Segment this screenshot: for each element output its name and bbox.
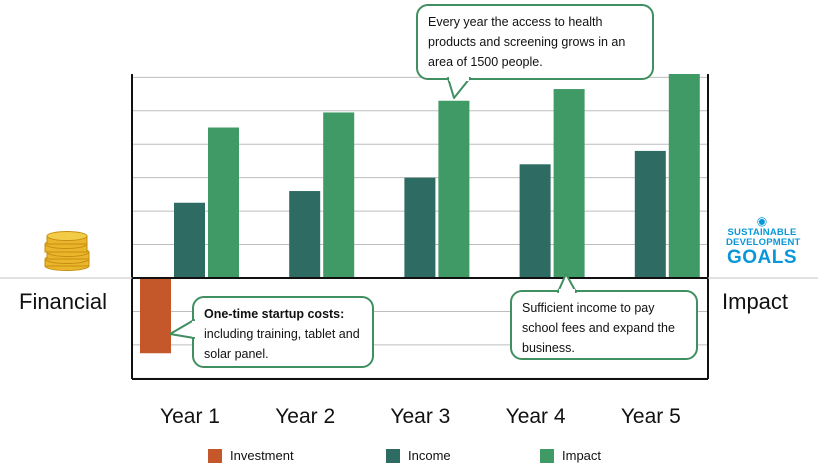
- bar-impact-5: [668, 74, 700, 278]
- bar-impact-3: [438, 100, 470, 279]
- legend-swatch-income: [386, 448, 400, 463]
- legend-label-impact: Impact: [562, 448, 602, 463]
- annotation-top: Every year the access to health products…: [416, 4, 654, 80]
- annotation-top-tail: [447, 77, 471, 99]
- bar-income-2: [289, 191, 321, 278]
- annotation-top-text: Every year the access to health products…: [428, 15, 626, 69]
- tick-label-year-3: Year 3: [390, 405, 450, 428]
- category-ticks: Year 1 Year 2 Year 3 Year 4 Year 5: [160, 405, 681, 428]
- legend-swatch-investment: [208, 448, 222, 463]
- legend-label-investment: Investment: [230, 448, 294, 463]
- sdg-line-1: SUSTAINABLE: [727, 227, 797, 238]
- bar-impact-2: [323, 112, 355, 278]
- bar-income-4: [519, 164, 551, 278]
- bar-income-3: [404, 177, 436, 278]
- sdg-line-3: GOALS: [726, 247, 798, 268]
- bars: [140, 74, 700, 354]
- right-axis-label: Impact: [722, 289, 789, 314]
- annotation-left-text: including training, tablet and solar pan…: [204, 327, 360, 361]
- legend-label-income: Income: [408, 448, 451, 463]
- tick-label-year-4: Year 4: [506, 405, 566, 428]
- annotation-left-bold: One-time startup costs:: [204, 307, 345, 321]
- legend-item-impact: Impact: [540, 448, 601, 463]
- bar-impact-4: [553, 89, 585, 278]
- coin-stack-icon: [44, 231, 90, 271]
- annotation-right-text: Sufficient income to pay school fees and…: [522, 301, 675, 355]
- annotation-right-tail: [557, 273, 577, 293]
- annotation-right: Sufficient income to pay school fees and…: [510, 290, 698, 360]
- annotation-left-tail: [169, 319, 196, 339]
- left-axis-label: Financial: [19, 289, 108, 314]
- legend-item-income: Income: [386, 448, 451, 463]
- legend-item-investment: Investment: [208, 448, 294, 463]
- bar-investment-1: [140, 278, 171, 354]
- bar-income-5: [634, 150, 666, 278]
- tick-label-year-1: Year 1: [160, 405, 220, 428]
- annotation-left: One-time startup costs: including traini…: [192, 296, 374, 368]
- legend: Investment Income Impact: [0, 448, 818, 466]
- bar-income-1: [174, 202, 205, 278]
- tick-label-year-5: Year 5: [621, 405, 681, 428]
- un-emblem-icon: ◉: [756, 214, 768, 228]
- sdg-logo: ◉ SUSTAINABLE DEVELOPMENT GOALS: [726, 214, 801, 272]
- sdg-line-2: DEVELOPMENT: [726, 237, 801, 248]
- plot-frame: [0, 74, 818, 380]
- legend-swatch-impact: [540, 448, 554, 463]
- tick-label-year-2: Year 2: [275, 405, 335, 428]
- bar-impact-1: [208, 127, 239, 278]
